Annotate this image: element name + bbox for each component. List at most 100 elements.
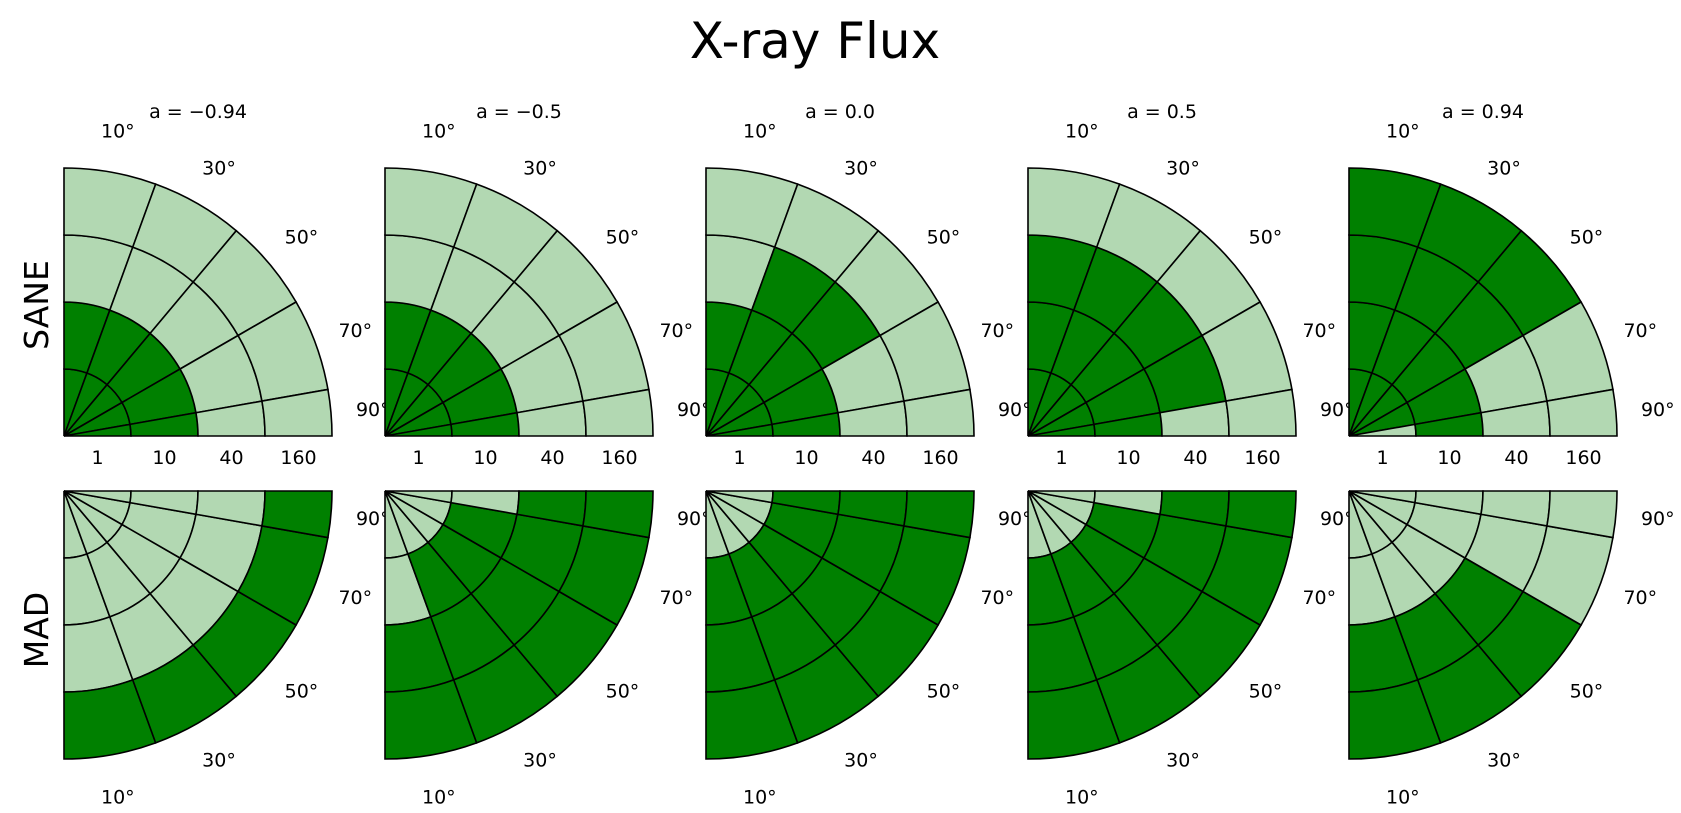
inclination-label: 30°: [1166, 749, 1200, 771]
inclination-label: 70°: [1623, 587, 1657, 609]
inclination-label: 50°: [1570, 227, 1604, 249]
radial-tick-label: 1: [91, 447, 103, 469]
radial-tick-label: 40: [219, 447, 243, 469]
radial-tick-label: 1: [733, 447, 745, 469]
inclination-label: 90°: [356, 399, 390, 421]
panel-title: a = 0.0: [805, 101, 875, 123]
cell-inc4-rad3: [261, 388, 333, 437]
inclination-label: 10°: [1065, 121, 1099, 143]
inclination-label: 70°: [659, 320, 693, 342]
inclination-label: 90°: [1641, 399, 1675, 421]
radial-tick-label: 160: [1244, 447, 1280, 469]
inclination-label: 10°: [1065, 786, 1099, 808]
radial-tick-label: 10: [794, 447, 818, 469]
radial-tick-label: 160: [922, 447, 958, 469]
panel-sane-3: 10° 30° 50° 70° 90° a = 0.5 1 10 40 160: [1027, 101, 1354, 469]
panel-title: a = 0.5: [1127, 101, 1197, 123]
inclination-label: 10°: [1386, 786, 1420, 808]
cell-inc4-rad3: [1546, 490, 1618, 539]
cell-inc4-rad3: [903, 490, 975, 539]
radial-tick-label: 10: [1437, 447, 1461, 469]
inclination-label: 10°: [743, 121, 777, 143]
panel-mad-2: 10° 30° 50° 70° 90°: [705, 490, 1032, 808]
inclination-label: 50°: [1570, 680, 1604, 702]
panel-sane-4: 10° 30° 50° 70° 90° a = 0.94 1 10 40 160: [1348, 101, 1675, 469]
radial-tick-label: 10: [473, 447, 497, 469]
radial-tick-label: 160: [280, 447, 316, 469]
radial-tick-label: 40: [540, 447, 564, 469]
row-label-mad: MAD: [17, 592, 56, 668]
panel-title: a = −0.94: [149, 101, 247, 123]
inclination-label: 10°: [743, 786, 777, 808]
cell-inc4-rad3: [582, 388, 654, 437]
inclination-label: 50°: [606, 680, 640, 702]
radial-tick-label: 160: [1565, 447, 1601, 469]
inclination-label: 70°: [1302, 320, 1336, 342]
inclination-label: 30°: [1487, 749, 1521, 771]
panel-sane-2: 10° 30° 50° 70° 90° a = 0.0 1 10 40 160: [705, 101, 1032, 469]
inclination-label: 90°: [998, 508, 1032, 530]
inclination-label: 90°: [677, 508, 711, 530]
radial-tick-label: 1: [1376, 447, 1388, 469]
cell-inc4-rad3: [582, 490, 654, 539]
inclination-label: 70°: [1302, 587, 1336, 609]
radial-tick-label: 40: [861, 447, 885, 469]
cell-inc4-rad3: [261, 490, 333, 539]
panel-sane-0: 10° 30° 50° 70° 90° a = −0.94 1 10 40 160: [63, 101, 390, 469]
inclination-label: 50°: [1249, 227, 1283, 249]
inclination-label: 30°: [202, 749, 236, 771]
radial-tick-label: 10: [1116, 447, 1140, 469]
chart-title: X-ray Flux: [690, 12, 940, 70]
inclination-label: 10°: [422, 121, 456, 143]
inclination-label: 70°: [980, 320, 1014, 342]
radial-tick-label: 1: [1055, 447, 1067, 469]
panel-title: a = 0.94: [1442, 101, 1524, 123]
inclination-label: 30°: [523, 158, 557, 180]
inclination-label: 30°: [1166, 158, 1200, 180]
inclination-label: 10°: [422, 786, 456, 808]
radial-tick-label: 40: [1504, 447, 1528, 469]
radial-tick-label: 160: [601, 447, 637, 469]
inclination-label: 50°: [285, 227, 319, 249]
cell-inc4-rad3: [1546, 388, 1618, 437]
inclination-label: 30°: [202, 158, 236, 180]
radial-tick-label: 10: [152, 447, 176, 469]
panel-mad-0: 10° 30° 50° 70° 90°: [63, 490, 390, 808]
inclination-label: 70°: [659, 587, 693, 609]
inclination-label: 70°: [980, 587, 1014, 609]
panel-title: a = −0.5: [476, 101, 562, 123]
radial-tick-label: 40: [1183, 447, 1207, 469]
inclination-label: 50°: [927, 680, 961, 702]
inclination-label: 50°: [1249, 680, 1283, 702]
inclination-label: 90°: [1320, 399, 1354, 421]
inclination-label: 10°: [1386, 121, 1420, 143]
cell-inc4-rad3: [903, 388, 975, 437]
cell-inc4-rad3: [1225, 388, 1297, 437]
inclination-label: 30°: [1487, 158, 1521, 180]
panel-mad-1: 10° 30° 50° 70° 90°: [384, 490, 711, 808]
inclination-label: 70°: [1623, 320, 1657, 342]
inclination-label: 30°: [523, 749, 557, 771]
panel-mad-3: 10° 30° 50° 70° 90°: [1027, 490, 1354, 808]
inclination-label: 50°: [285, 680, 319, 702]
inclination-label: 10°: [101, 121, 135, 143]
inclination-label: 90°: [356, 508, 390, 530]
radial-tick-label: 1: [412, 447, 424, 469]
panels-group: 10° 30° 50° 70° 90° a = −0.94 1 10 40 160 10° 30° 50…: [63, 101, 1675, 808]
inclination-label: 50°: [927, 227, 961, 249]
row-label-sane: SANE: [17, 260, 56, 350]
panel-mad-4: 10° 30° 50° 70° 90°: [1348, 490, 1675, 808]
inclination-label: 30°: [844, 749, 878, 771]
inclination-label: 10°: [101, 786, 135, 808]
inclination-label: 90°: [677, 399, 711, 421]
cell-inc4-rad3: [1225, 490, 1297, 539]
inclination-label: 90°: [1641, 508, 1675, 530]
inclination-label: 30°: [844, 158, 878, 180]
inclination-label: 90°: [998, 399, 1032, 421]
inclination-label: 70°: [338, 320, 372, 342]
inclination-label: 90°: [1320, 508, 1354, 530]
panel-sane-1: 10° 30° 50° 70° 90° a = −0.5 1 10 40 160: [384, 101, 711, 469]
inclination-label: 70°: [338, 587, 372, 609]
inclination-label: 50°: [606, 227, 640, 249]
